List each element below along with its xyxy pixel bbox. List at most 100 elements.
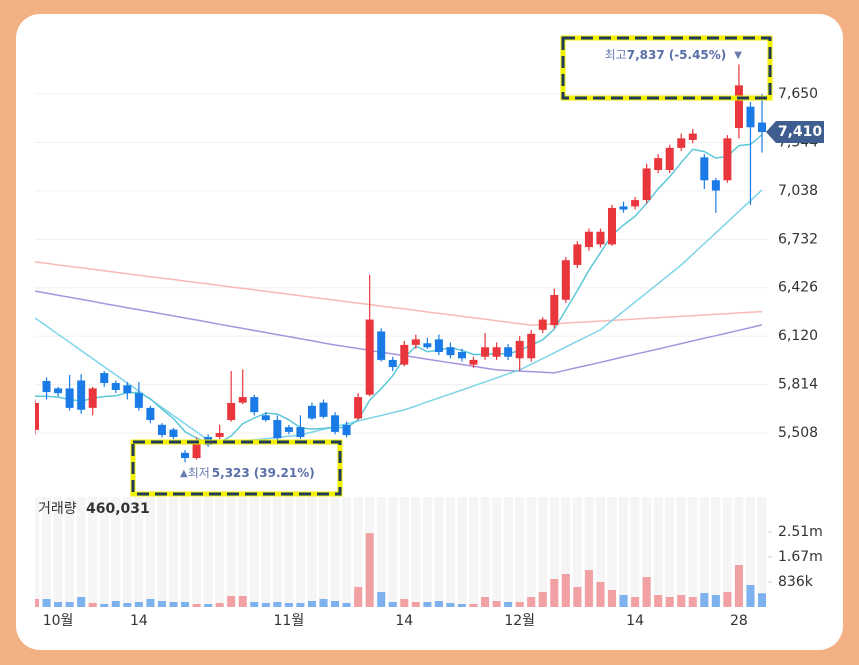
candle-body — [134, 393, 143, 408]
candle-body — [273, 420, 282, 439]
x-tick-label: 11월 — [274, 613, 305, 629]
volume-column — [76, 497, 86, 607]
volume-column — [330, 497, 340, 607]
volume-bar — [573, 586, 582, 607]
volume-bar — [77, 597, 86, 607]
y-tick-label: 6,426 — [778, 280, 818, 296]
candle-body — [734, 85, 743, 129]
candle-body — [123, 385, 132, 394]
candle-body — [642, 168, 651, 201]
volume-bar — [354, 586, 363, 607]
panel — [16, 14, 843, 650]
volume-column — [376, 497, 386, 607]
candle-body — [88, 388, 97, 408]
volume-bar — [423, 602, 432, 607]
volume-bar — [642, 577, 651, 607]
moving-average — [35, 134, 763, 444]
candle-body — [758, 122, 767, 133]
candle-body — [181, 452, 190, 459]
volume-bar — [758, 593, 767, 607]
price-tag — [766, 121, 824, 144]
volume-column — [319, 497, 328, 607]
volume-bar — [100, 604, 109, 607]
candle-body — [388, 359, 397, 368]
candle-body — [100, 373, 109, 384]
volume-title: 거래량 — [38, 501, 77, 517]
volume-column — [272, 497, 282, 607]
volume-column — [203, 497, 213, 607]
volume-column — [99, 497, 109, 607]
candle-body — [157, 424, 166, 435]
x-tick-label: 14 — [130, 613, 148, 629]
candle-body — [434, 339, 443, 352]
volume-column — [445, 497, 455, 607]
volume-column — [492, 497, 502, 607]
volume-column — [342, 497, 352, 607]
candle-body — [504, 347, 513, 357]
volume-bar — [215, 602, 224, 607]
volume-column — [607, 497, 617, 607]
volume-column — [722, 497, 732, 607]
y-tick-label: 6,732 — [778, 231, 818, 247]
volume-bar — [504, 602, 513, 607]
volume-bar — [619, 595, 628, 607]
volume-column — [549, 497, 559, 607]
candle-body — [561, 260, 570, 300]
volume-bar — [331, 600, 340, 607]
volume-bar — [734, 565, 743, 607]
volume-column — [42, 497, 52, 607]
plot-area — [35, 64, 768, 607]
volume-bar — [146, 598, 155, 607]
volume-bar — [631, 597, 640, 607]
volume-column — [111, 497, 121, 607]
low-arrow: ▲ — [180, 468, 188, 479]
volume-bar — [538, 591, 547, 607]
volume-column — [238, 497, 248, 607]
volume-bar — [250, 602, 259, 607]
volume-bar — [527, 597, 536, 607]
volume-bar — [261, 602, 270, 607]
volume-column — [122, 497, 132, 607]
candle-body — [423, 343, 432, 348]
candle-body — [573, 244, 582, 265]
candle-body — [296, 427, 305, 437]
volume-bar — [54, 602, 63, 607]
candle-body — [215, 433, 224, 437]
volume-bar — [284, 602, 293, 607]
volume-column — [665, 497, 675, 607]
volume-column — [572, 497, 582, 607]
high-annotation: 최고7,837 (-5.45%) ▼ — [605, 48, 743, 62]
candle-body — [665, 147, 674, 170]
candle-body — [284, 427, 293, 432]
volume-column — [65, 497, 75, 607]
candle-body — [654, 158, 663, 170]
volume-column — [215, 497, 225, 607]
volume-column — [307, 497, 317, 607]
volume-bar — [273, 602, 282, 607]
volume-column — [388, 497, 398, 607]
candle-body — [688, 133, 697, 140]
volume-bar — [42, 598, 51, 607]
volume-tick-label: 836k — [778, 574, 814, 590]
volume-bar — [665, 597, 674, 607]
candle-body — [596, 231, 605, 245]
volume-column — [53, 497, 63, 607]
volume-bar — [227, 595, 236, 607]
candle-body — [400, 344, 409, 365]
volume-column — [134, 497, 144, 607]
volume-tick-label: 2.51m — [778, 524, 823, 540]
x-tick-label: 14 — [395, 613, 413, 629]
volume-column — [734, 497, 744, 607]
volume-tick-label: 1.67m — [778, 549, 823, 565]
volume-column — [653, 497, 663, 607]
volume-column — [457, 497, 467, 607]
volume-column — [192, 497, 202, 607]
volume-bar — [307, 600, 316, 607]
volume-column — [503, 497, 513, 607]
candle-body — [238, 397, 247, 403]
highlight-box — [561, 36, 772, 100]
candle-body — [723, 138, 732, 181]
volume-bar — [204, 604, 213, 607]
volume-column — [642, 497, 652, 607]
